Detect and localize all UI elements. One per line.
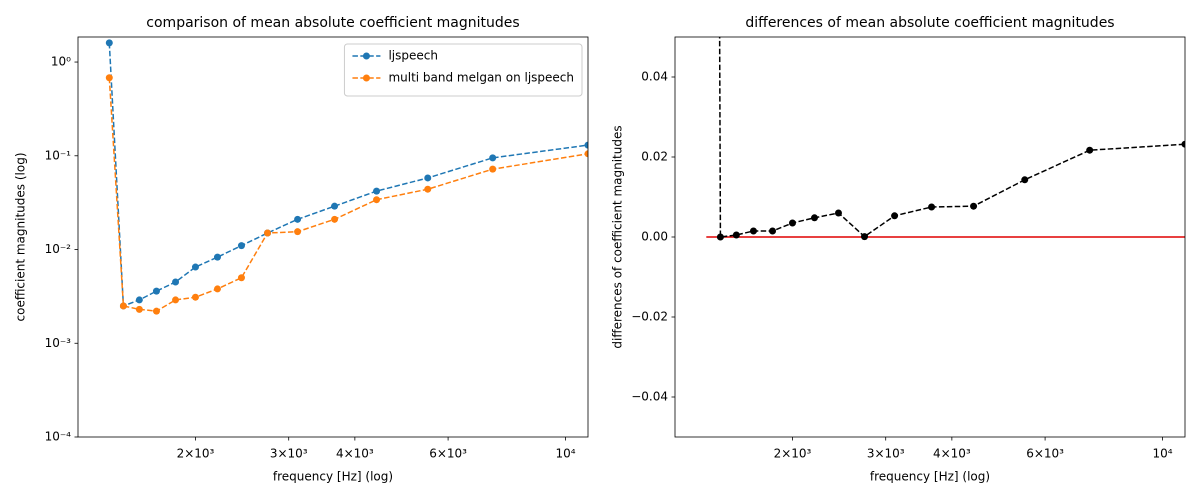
- x-tick-label: 2×10³: [774, 447, 812, 461]
- data-point: [135, 305, 143, 313]
- series-line: [718, 37, 1185, 238]
- axes-frame: [77, 36, 589, 438]
- data-point: [294, 215, 302, 223]
- data-point: [489, 165, 497, 173]
- y-tick-label: 10⁻³: [45, 336, 72, 350]
- data-point: [424, 185, 432, 193]
- x-tick-label: 6×10³: [1026, 447, 1064, 461]
- x-axis-label: frequency [Hz] (log): [273, 470, 393, 484]
- data-point: [373, 196, 381, 204]
- x-tick-label: 3×10³: [270, 447, 308, 461]
- y-axis-label: differences of coefficient magnitudes: [611, 125, 625, 348]
- data-point: [810, 214, 818, 222]
- y-tick-label: 0.00: [641, 230, 668, 244]
- data-point: [788, 219, 796, 227]
- y-tick-label: −0.02: [631, 310, 668, 324]
- x-tick-label: 4×10³: [933, 447, 971, 461]
- data-point: [928, 203, 936, 211]
- data-point: [105, 39, 113, 47]
- y-tick-label: 10⁻²: [45, 242, 72, 256]
- data-point: [264, 229, 272, 237]
- data-point: [489, 154, 497, 162]
- legend-marker: [362, 52, 370, 60]
- data-point: [152, 287, 160, 295]
- plot-area: [706, 37, 1185, 241]
- y-tick-label: 0.04: [641, 70, 668, 84]
- data-point: [172, 296, 180, 304]
- x-tick-label: 10⁴: [1153, 447, 1173, 461]
- y-tick-label: 10⁰: [51, 55, 71, 69]
- data-point: [213, 285, 221, 293]
- data-point: [237, 242, 245, 250]
- y-tick-label: 10⁻¹: [45, 148, 72, 162]
- legend: ljspeech multi band melgan on ljspeech: [343, 43, 583, 97]
- legend-marker: [362, 74, 370, 82]
- x-tick-label: 2×10³: [177, 447, 215, 461]
- x-tick-label: 6×10³: [429, 447, 467, 461]
- data-point: [716, 233, 724, 241]
- y-tick-label: −0.04: [631, 390, 668, 404]
- data-point: [135, 296, 143, 304]
- data-point: [191, 263, 199, 271]
- data-point: [105, 74, 113, 82]
- data-point: [191, 293, 199, 301]
- data-point: [213, 253, 221, 261]
- data-point: [294, 228, 302, 236]
- data-point: [373, 187, 381, 195]
- legend-label: multi band melgan on ljspeech: [388, 71, 574, 85]
- chart-title: comparison of mean absolute coefficient …: [146, 15, 519, 31]
- data-point: [119, 302, 127, 310]
- data-point: [891, 212, 899, 220]
- y-tick-label: 0.02: [641, 150, 668, 164]
- data-point: [970, 202, 978, 210]
- legend-label: ljspeech: [388, 49, 438, 63]
- x-tick-label: 10⁴: [556, 447, 576, 461]
- data-point: [1021, 176, 1029, 184]
- legend-box: [343, 43, 583, 97]
- data-point: [749, 227, 757, 235]
- x-tick-label: 4×10³: [336, 447, 374, 461]
- data-point: [331, 215, 339, 223]
- data-point: [172, 278, 180, 286]
- plot-area: [105, 39, 588, 315]
- y-tick-label: 10⁻⁴: [45, 430, 72, 444]
- data-point: [584, 150, 588, 158]
- data-point: [1086, 146, 1094, 154]
- data-point: [834, 209, 842, 217]
- data-point: [584, 141, 588, 149]
- data-point: [1181, 140, 1185, 148]
- data-point: [331, 202, 339, 210]
- data-point: [237, 274, 245, 282]
- chart-title: differences of mean absolute coefficient…: [745, 15, 1114, 31]
- data-point: [861, 233, 869, 241]
- data-point: [424, 174, 432, 182]
- y-axis-label: coefficient magnitudes (log): [14, 153, 28, 322]
- data-point: [732, 231, 740, 239]
- x-axis-label: frequency [Hz] (log): [870, 470, 990, 484]
- series-line: [108, 77, 588, 312]
- axes-frame: [674, 36, 1186, 438]
- x-tick-label: 3×10³: [867, 447, 905, 461]
- data-point: [769, 227, 777, 235]
- data-point: [152, 307, 160, 315]
